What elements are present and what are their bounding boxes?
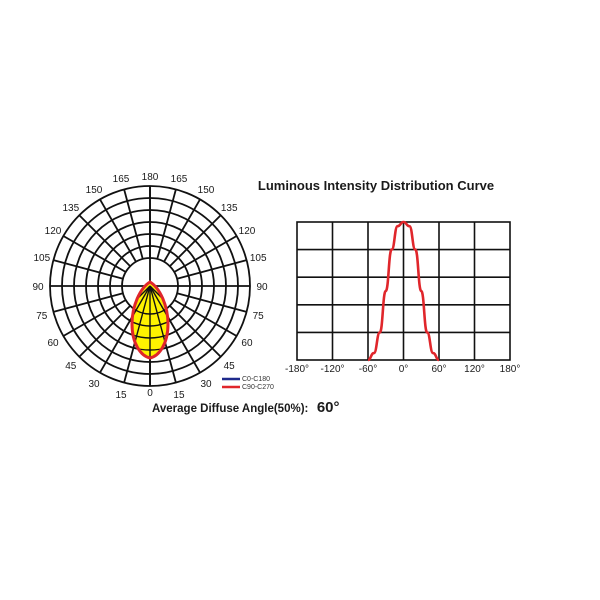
polar-angle-label: 105 <box>33 253 50 264</box>
legend-label-c0-c180: C0-C180 <box>242 376 270 383</box>
polar-angle-label: 15 <box>115 390 127 401</box>
polar-chart: 1651501351201059075604530151651501351201… <box>32 172 268 401</box>
polar-angle-label: 120 <box>45 226 62 237</box>
polar-beam-spoke <box>132 285 151 358</box>
polar-spoke <box>173 299 238 337</box>
line-series-intensity <box>367 220 440 362</box>
polar-angle-label: 45 <box>224 361 236 372</box>
polar-spoke <box>156 189 177 260</box>
line-x-tick-label: -120° <box>320 364 344 375</box>
polar-beam-outline-c90-c270 <box>130 280 170 360</box>
polar-spoke <box>176 259 247 280</box>
legend: C0-C180 C90-C270 <box>222 376 274 391</box>
polar-angle-label: 135 <box>62 203 79 214</box>
polar-spoke <box>173 235 238 273</box>
polar-spoke <box>163 198 201 263</box>
line-x-tick-label: 60° <box>431 364 446 375</box>
polar-angle-label: 150 <box>86 185 103 196</box>
caption-label: Average Diffuse Angle(50%): <box>152 403 308 415</box>
polar-angle-label: 165 <box>113 174 130 185</box>
polar-spoke <box>78 214 131 267</box>
chart-title: Luminous Intensity Distribution Curve <box>258 178 494 193</box>
polar-spoke <box>169 305 222 358</box>
polar-angle-label: 60 <box>241 338 253 349</box>
polar-angle-label: 120 <box>239 226 256 237</box>
polar-angle-label: 90 <box>256 282 268 293</box>
polar-spoke <box>99 198 137 263</box>
polar-spoke <box>163 309 201 374</box>
line-chart: -180° -120° -60° 0° 60° 120° 180° <box>285 220 521 375</box>
polar-spoke <box>169 214 222 267</box>
polar-angle-label: 60 <box>47 338 59 349</box>
polar-angle-label: 30 <box>200 379 212 390</box>
polar-angle-label: 75 <box>36 311 48 322</box>
polar-angle-label: 135 <box>221 203 238 214</box>
polar-beam-spoke <box>149 285 168 358</box>
polar-spoke <box>53 292 124 313</box>
polar-angle-label: 150 <box>198 185 215 196</box>
line-x-tick-label: -60° <box>359 364 377 375</box>
polar-angle-label: 75 <box>253 311 265 322</box>
line-x-tick-label: 120° <box>464 364 485 375</box>
polar-spoke <box>176 292 247 313</box>
polar-angle-label: 30 <box>88 379 100 390</box>
polar-angle-label-bottom: 0 <box>147 388 153 399</box>
line-x-tick-label: 180° <box>500 364 521 375</box>
polar-spoke <box>78 305 131 358</box>
polar-angle-label-top: 180 <box>142 172 159 183</box>
polar-beam-spoke <box>149 285 168 358</box>
line-x-tick-label: 0° <box>399 364 409 375</box>
polar-angle-label: 45 <box>65 361 77 372</box>
polar-spoke <box>99 309 137 374</box>
polar-angle-label: 15 <box>173 390 185 401</box>
polar-spoke <box>123 189 144 260</box>
polar-spoke <box>62 299 127 337</box>
legend-label-c90-c270: C90-C270 <box>242 384 274 391</box>
polar-angle-label: 90 <box>32 282 44 293</box>
polar-spoke <box>62 235 127 273</box>
polar-beam-spoke <box>132 285 151 358</box>
polar-angle-label: 165 <box>171 174 188 185</box>
polar-spoke <box>53 259 124 280</box>
caption-value: 60° <box>317 399 340 416</box>
caption: Average Diffuse Angle(50%): 60° <box>152 399 340 416</box>
polar-angle-label: 105 <box>250 253 267 264</box>
line-x-tick-label: -180° <box>285 364 309 375</box>
